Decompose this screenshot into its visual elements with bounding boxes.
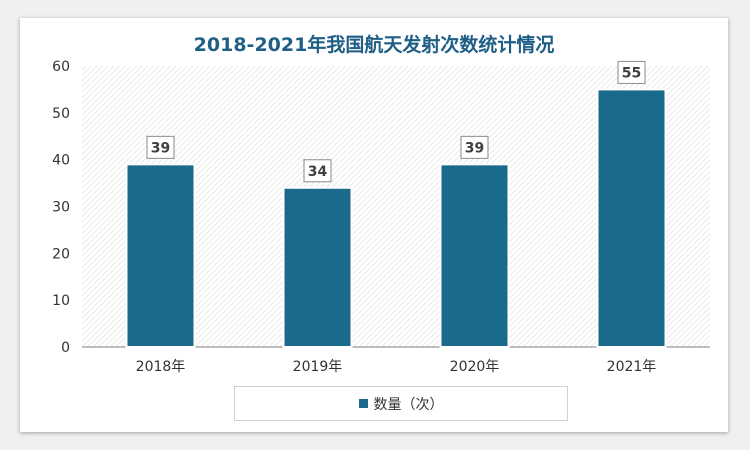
legend: 数量（次） — [234, 386, 568, 421]
bar — [596, 88, 667, 349]
data-label-box — [303, 159, 332, 183]
bar — [439, 163, 510, 348]
y-tick-label: 50 — [52, 106, 70, 122]
y-tick-label: 40 — [52, 153, 70, 169]
data-label: 39 — [465, 140, 484, 156]
y-tick-label: 0 — [61, 340, 70, 356]
y-tick-label: 10 — [52, 293, 70, 309]
x-tick-label: 2018年 — [136, 359, 186, 375]
x-tick-label: 2019年 — [293, 359, 343, 375]
data-label-box — [617, 60, 646, 84]
plot-area: 0 10 20 30 40 50 60 2018年 2019年 2020年 2021年 39 34 3… — [52, 59, 710, 375]
y-tick-label: 20 — [52, 246, 70, 262]
x-tick-label: 2020年 — [450, 359, 500, 375]
legend-label: 数量（次） — [373, 396, 444, 413]
chart-title: 2018-2021年我国航天发射次数统计情况 — [193, 34, 555, 56]
data-label-box — [146, 135, 175, 159]
data-label: 55 — [622, 65, 641, 81]
legend-swatch — [358, 399, 368, 408]
data-label: 34 — [308, 164, 328, 180]
data-label-box — [460, 135, 489, 159]
bar — [282, 186, 353, 348]
x-tick-label: 2021年 — [607, 359, 657, 375]
chart-frame: 2018-2021年我国航天发射次数统计情况 0 10 20 30 40 50 60 201… — [20, 18, 728, 432]
y-tick-label: 60 — [52, 59, 70, 75]
y-tick-label: 30 — [52, 200, 70, 216]
data-label: 39 — [151, 140, 170, 156]
bar — [125, 163, 196, 348]
